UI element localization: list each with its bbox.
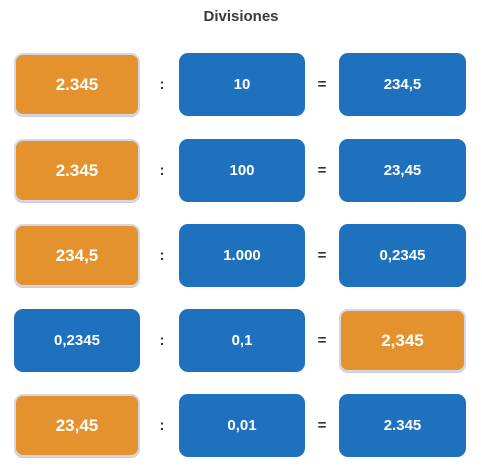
dividend-tile[interactable]: 2.345 [14,53,140,116]
divisor-tile[interactable]: 1.000 [179,224,305,287]
divisor-tile[interactable]: 0,1 [179,309,305,372]
dividend-tile[interactable]: 23,45 [14,394,140,457]
divide-operator: : [159,417,165,434]
divide-operator: : [159,247,165,264]
page-title: Divisiones [203,8,279,25]
division-row: 0,2345 : 0,1 = 2,345 [0,309,482,375]
division-row: 23,45 : 0,01 = 2.345 [0,394,482,460]
divide-operator: : [159,76,165,93]
equals-operator: = [317,247,327,264]
dividend-tile[interactable]: 2.345 [14,139,140,202]
equals-operator: = [317,417,327,434]
divisor-tile[interactable]: 10 [179,53,305,116]
division-row: 234,5 : 1.000 = 0,2345 [0,224,482,290]
result-tile[interactable]: 2.345 [339,394,466,457]
division-row: 2.345 : 10 = 234,5 [0,53,482,119]
division-row: 2.345 : 100 = 23,45 [0,139,482,205]
divide-operator: : [159,332,165,349]
result-tile[interactable]: 23,45 [339,139,466,202]
equals-operator: = [317,162,327,179]
divisor-tile[interactable]: 0,01 [179,394,305,457]
dividend-tile[interactable]: 0,2345 [14,309,140,372]
equals-operator: = [317,332,327,349]
result-tile[interactable]: 0,2345 [339,224,466,287]
equals-operator: = [317,76,327,93]
result-tile[interactable]: 2,345 [339,309,466,372]
result-tile[interactable]: 234,5 [339,53,466,116]
dividend-tile[interactable]: 234,5 [14,224,140,287]
divide-operator: : [159,162,165,179]
divisor-tile[interactable]: 100 [179,139,305,202]
